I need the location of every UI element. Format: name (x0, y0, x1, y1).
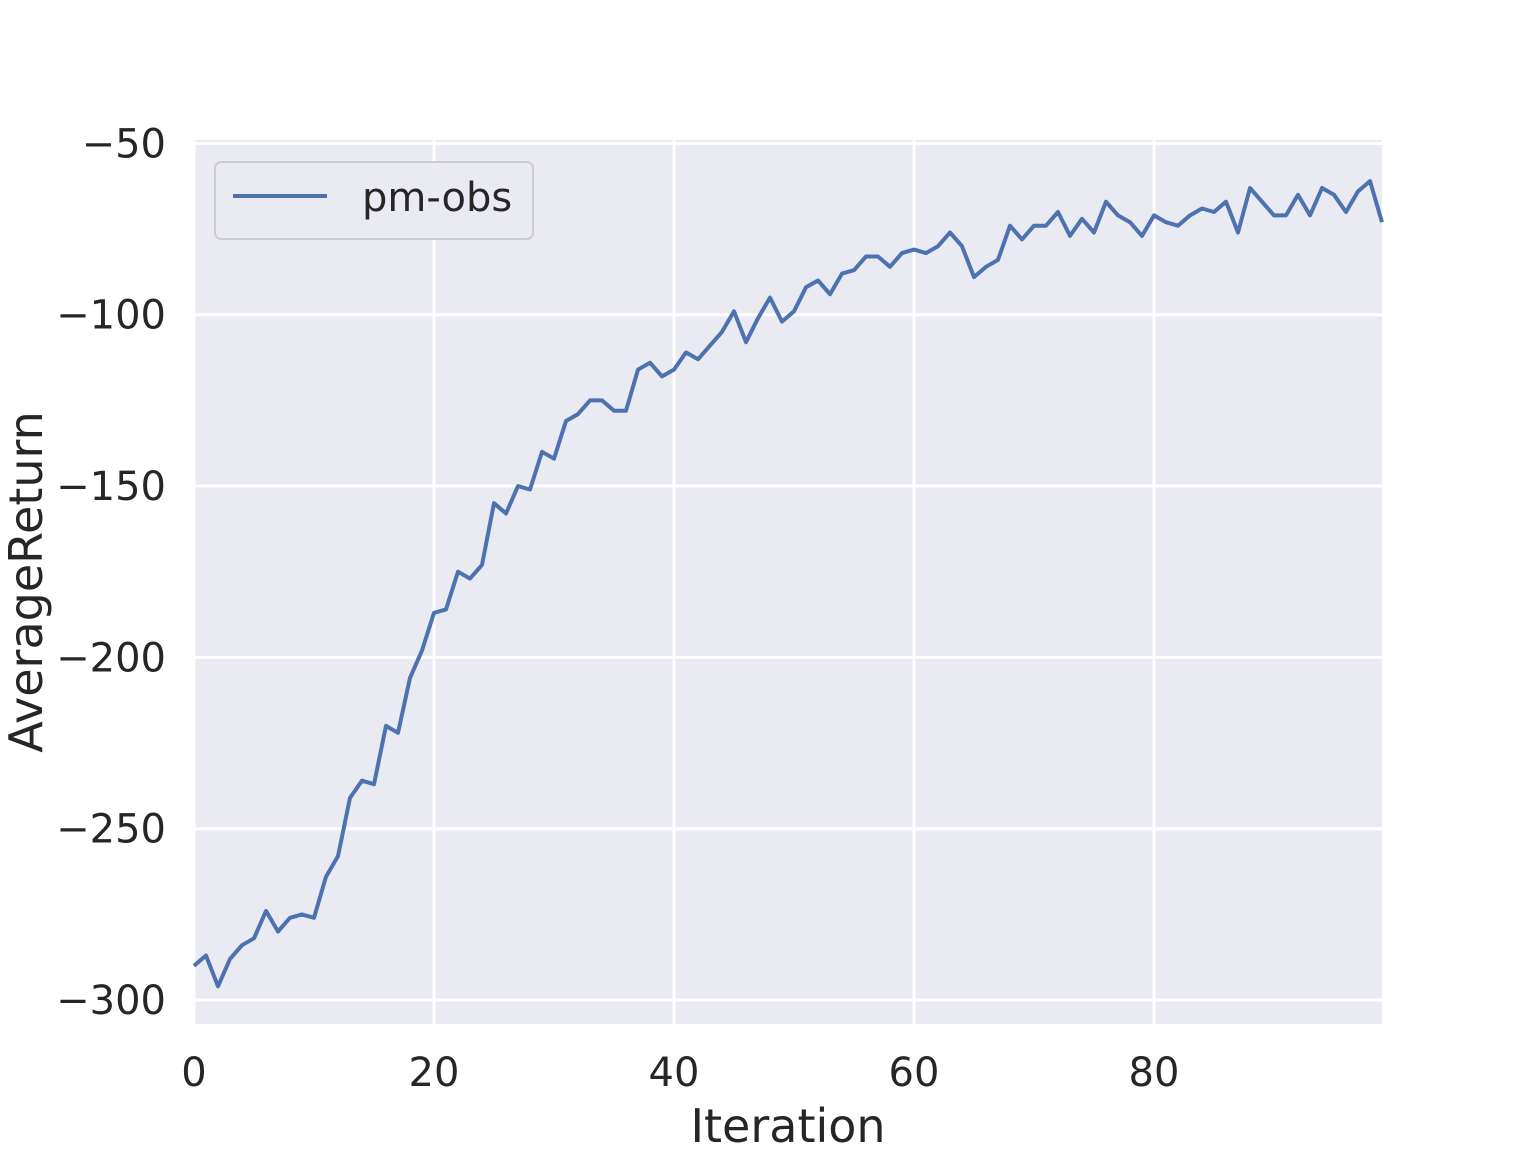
y-axis-label: AverageReturn (0, 411, 53, 753)
series-line-pm-obs (192, 179, 1384, 989)
x-axis-label: Iteration (690, 1099, 885, 1153)
y-tick-label: −250 (56, 807, 166, 853)
x-tick-labels: 0 20 40 60 80 (181, 1050, 1179, 1096)
x-tick-label: 40 (649, 1050, 700, 1096)
grid-lines (192, 140, 1382, 1024)
y-tick-label: −200 (56, 635, 166, 681)
plot-background (194, 140, 1382, 1024)
legend: pm-obs (214, 161, 534, 240)
x-tick-label: 80 (1129, 1050, 1180, 1096)
y-tick-label: −150 (56, 464, 166, 510)
legend-label: pm-obs (362, 175, 512, 221)
y-tick-labels: −50 −100 −150 −200 −250 −300 (56, 121, 166, 1024)
x-tick-label: 60 (889, 1050, 940, 1096)
y-tick-label: −50 (82, 121, 166, 167)
x-tick-label: 0 (181, 1050, 206, 1096)
x-tick-label: 20 (409, 1050, 460, 1096)
y-tick-label: −100 (56, 293, 166, 339)
legend-box (214, 161, 534, 240)
y-tick-label: −300 (56, 978, 166, 1024)
